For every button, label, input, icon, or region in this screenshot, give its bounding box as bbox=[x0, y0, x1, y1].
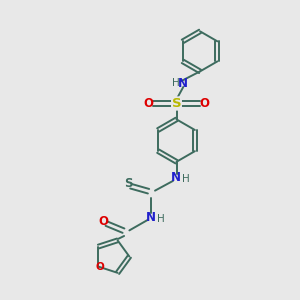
Text: H: H bbox=[172, 78, 180, 88]
Text: N: N bbox=[171, 172, 181, 184]
Text: S: S bbox=[124, 177, 132, 190]
Text: N: N bbox=[146, 211, 156, 224]
Text: O: O bbox=[200, 97, 209, 110]
Text: H: H bbox=[157, 214, 165, 224]
Text: N: N bbox=[178, 77, 188, 90]
Text: O: O bbox=[96, 262, 104, 272]
Text: O: O bbox=[143, 97, 154, 110]
Text: O: O bbox=[98, 215, 109, 228]
Text: H: H bbox=[182, 174, 190, 184]
Text: S: S bbox=[172, 97, 181, 110]
